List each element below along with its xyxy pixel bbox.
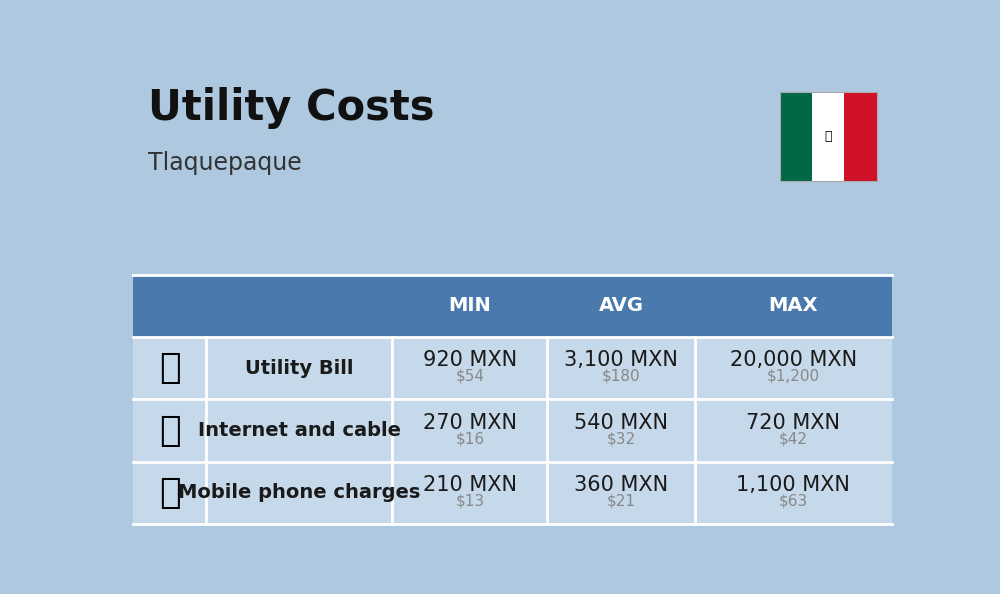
Text: 📡: 📡 [159, 413, 180, 448]
Text: MAX: MAX [769, 296, 818, 315]
Text: 1,100 MXN: 1,100 MXN [736, 475, 850, 495]
Text: Utility Costs: Utility Costs [148, 87, 435, 129]
Text: Tlaquepaque: Tlaquepaque [148, 151, 302, 175]
Text: 360 MXN: 360 MXN [574, 475, 668, 495]
Bar [844, 92, 877, 181]
Text: MIN: MIN [448, 296, 491, 315]
Text: Utility Bill: Utility Bill [245, 359, 354, 378]
Text: $21: $21 [606, 494, 636, 508]
Bar [812, 92, 844, 181]
Bar [133, 275, 892, 337]
Text: 🦅: 🦅 [825, 130, 832, 143]
Text: $180: $180 [602, 369, 640, 384]
Text: $42: $42 [779, 431, 808, 446]
Text: 📱: 📱 [159, 476, 180, 510]
Text: $32: $32 [606, 431, 636, 446]
Text: $16: $16 [455, 431, 484, 446]
Text: 210 MXN: 210 MXN [423, 475, 517, 495]
Text: $1,200: $1,200 [767, 369, 820, 384]
Bar [133, 399, 892, 462]
Text: 20,000 MXN: 20,000 MXN [730, 350, 857, 370]
Text: 270 MXN: 270 MXN [423, 412, 517, 432]
Text: 3,100 MXN: 3,100 MXN [564, 350, 678, 370]
Text: 🔌: 🔌 [159, 351, 180, 386]
Text: 920 MXN: 920 MXN [423, 350, 517, 370]
Bar [133, 337, 892, 399]
Bar [780, 92, 877, 181]
Text: $54: $54 [455, 369, 484, 384]
Bar [133, 462, 892, 524]
Text: AVG: AVG [598, 296, 644, 315]
Bar [780, 92, 812, 181]
Text: $63: $63 [779, 494, 808, 508]
Text: Mobile phone charges: Mobile phone charges [178, 484, 421, 503]
Text: 540 MXN: 540 MXN [574, 412, 668, 432]
Text: $13: $13 [455, 494, 484, 508]
Text: 720 MXN: 720 MXN [746, 412, 840, 432]
Text: Internet and cable: Internet and cable [198, 421, 401, 440]
